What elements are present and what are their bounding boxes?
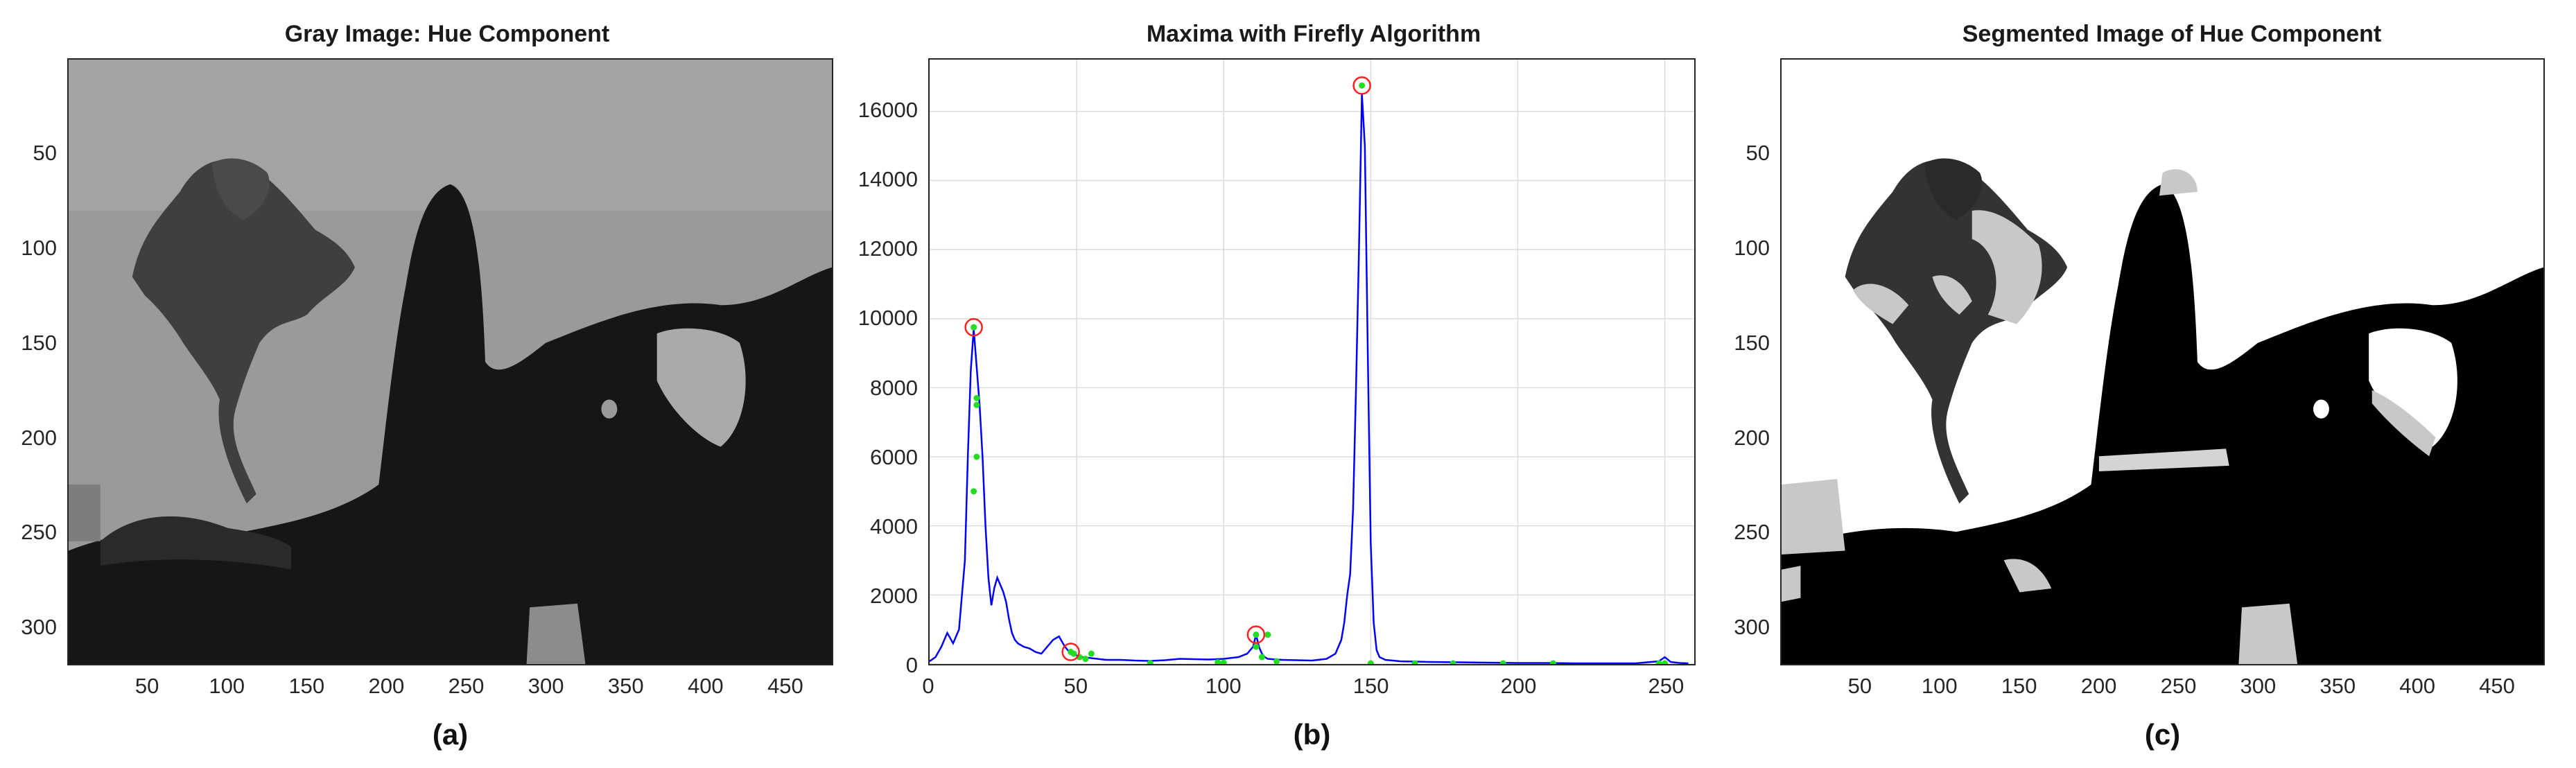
x-tick-label: 400 bbox=[687, 674, 724, 698]
firefly-point bbox=[1215, 659, 1221, 664]
y-tick-label: 4000 bbox=[870, 514, 918, 539]
hue-gray-image-axes bbox=[67, 58, 833, 665]
maximum-firefly-point bbox=[1253, 631, 1260, 638]
maximum-marker bbox=[1352, 76, 1371, 95]
maximum-firefly-point bbox=[1068, 649, 1074, 656]
x-tick-label: 250 bbox=[2160, 674, 2197, 698]
panel-title: Segmented Image of Hue Component bbox=[1962, 21, 2382, 47]
panel-caption: (b) bbox=[1293, 718, 1331, 751]
firefly-point bbox=[1088, 650, 1095, 657]
y-tick-label: 8000 bbox=[870, 375, 918, 400]
maximum-marker bbox=[1061, 643, 1080, 661]
firefly-point bbox=[1253, 643, 1260, 650]
firefly-point bbox=[973, 401, 980, 408]
panel-a: Gray Image: Hue Component 50 100 150 200 250… bbox=[0, 0, 846, 768]
y-tick-label: 150 bbox=[21, 330, 57, 355]
firefly-point bbox=[1147, 660, 1154, 664]
firefly-point bbox=[1220, 659, 1227, 664]
panel-caption: (a) bbox=[432, 718, 469, 751]
y-tick-label: 50 bbox=[33, 140, 57, 165]
x-tick-label: 250 bbox=[448, 674, 485, 698]
y-tick-label: 300 bbox=[21, 615, 57, 640]
firefly-point bbox=[1264, 631, 1271, 638]
x-tick-label: 400 bbox=[2399, 674, 2436, 698]
y-tick-label: 100 bbox=[1734, 235, 1770, 260]
firefly-point bbox=[1662, 660, 1669, 664]
firefly-point bbox=[1273, 658, 1280, 664]
x-tick-label: 450 bbox=[2479, 674, 2515, 698]
firefly-point bbox=[973, 394, 980, 401]
x-tick-label: 50 bbox=[1847, 674, 1872, 698]
x-tick-label: 150 bbox=[288, 674, 325, 698]
y-tick-label: 2000 bbox=[870, 583, 918, 608]
x-tick-label: 200 bbox=[2080, 674, 2117, 698]
firefly-point bbox=[1549, 660, 1556, 664]
y-tick-label: 250 bbox=[21, 520, 57, 545]
firefly-point bbox=[1258, 654, 1265, 661]
maximum-firefly-point bbox=[971, 324, 977, 331]
maximum-marker bbox=[964, 317, 983, 337]
firefly-point bbox=[971, 488, 977, 495]
x-tick-label: 100 bbox=[1921, 674, 1958, 698]
y-tick-label: 200 bbox=[1734, 425, 1770, 450]
hue-gray-image bbox=[69, 60, 832, 664]
x-tick-label: 150 bbox=[1352, 674, 1389, 698]
panel-b: Maxima with Firefly Algorithm 0 2000 4000 6… bbox=[846, 0, 1712, 768]
x-tick-label: 300 bbox=[2240, 674, 2277, 698]
x-tick-label: 200 bbox=[1500, 674, 1537, 698]
histogram-line bbox=[930, 94, 1689, 664]
firefly-point bbox=[1367, 660, 1374, 664]
y-tick-label: 150 bbox=[1734, 330, 1770, 355]
x-tick-label: 350 bbox=[607, 674, 644, 698]
y-tick-label: 250 bbox=[1734, 520, 1770, 545]
x-tick-label: 150 bbox=[2001, 674, 2037, 698]
firefly-point bbox=[1450, 660, 1456, 664]
y-tick-label: 12000 bbox=[858, 236, 918, 261]
segmented-image-axes bbox=[1780, 58, 2545, 665]
maximum-marker bbox=[1246, 625, 1266, 644]
firefly-point bbox=[1082, 656, 1089, 663]
y-tick-label: 200 bbox=[21, 425, 57, 450]
firefly-point bbox=[1499, 660, 1506, 664]
y-tick-label: 14000 bbox=[858, 167, 918, 192]
y-tick-label: 0 bbox=[905, 653, 918, 677]
x-tick-label: 100 bbox=[1205, 674, 1242, 698]
x-tick-label: 0 bbox=[922, 674, 934, 698]
panel-title: Gray Image: Hue Component bbox=[284, 21, 610, 47]
segmented-image bbox=[1782, 60, 2543, 664]
y-tick-label: 10000 bbox=[858, 306, 918, 331]
x-tick-label: 100 bbox=[209, 674, 245, 698]
y-tick-label: 16000 bbox=[858, 98, 918, 123]
panel-c: Segmented Image of Hue Component 50 100 15… bbox=[1712, 0, 2576, 768]
histogram-plot bbox=[930, 60, 1694, 664]
x-tick-label: 200 bbox=[368, 674, 405, 698]
x-tick-label: 250 bbox=[1648, 674, 1685, 698]
firefly-point bbox=[1411, 660, 1418, 664]
panel-title: Maxima with Firefly Algorithm bbox=[1146, 21, 1481, 47]
maximum-firefly-point bbox=[1359, 82, 1366, 89]
y-tick-label: 6000 bbox=[870, 444, 918, 469]
y-tick-label: 100 bbox=[21, 235, 57, 260]
y-tick-label: 50 bbox=[1746, 140, 1770, 165]
y-tick-label: 300 bbox=[1734, 615, 1770, 640]
x-tick-label: 350 bbox=[2320, 674, 2356, 698]
x-tick-label: 450 bbox=[767, 674, 803, 698]
firefly-point bbox=[1655, 660, 1662, 664]
firefly-point bbox=[973, 453, 980, 460]
panel-caption: (c) bbox=[2144, 718, 2181, 751]
x-tick-label: 50 bbox=[1063, 674, 1088, 698]
x-tick-label: 300 bbox=[528, 674, 564, 698]
histogram-axes bbox=[928, 58, 1696, 665]
x-tick-label: 50 bbox=[134, 674, 159, 698]
